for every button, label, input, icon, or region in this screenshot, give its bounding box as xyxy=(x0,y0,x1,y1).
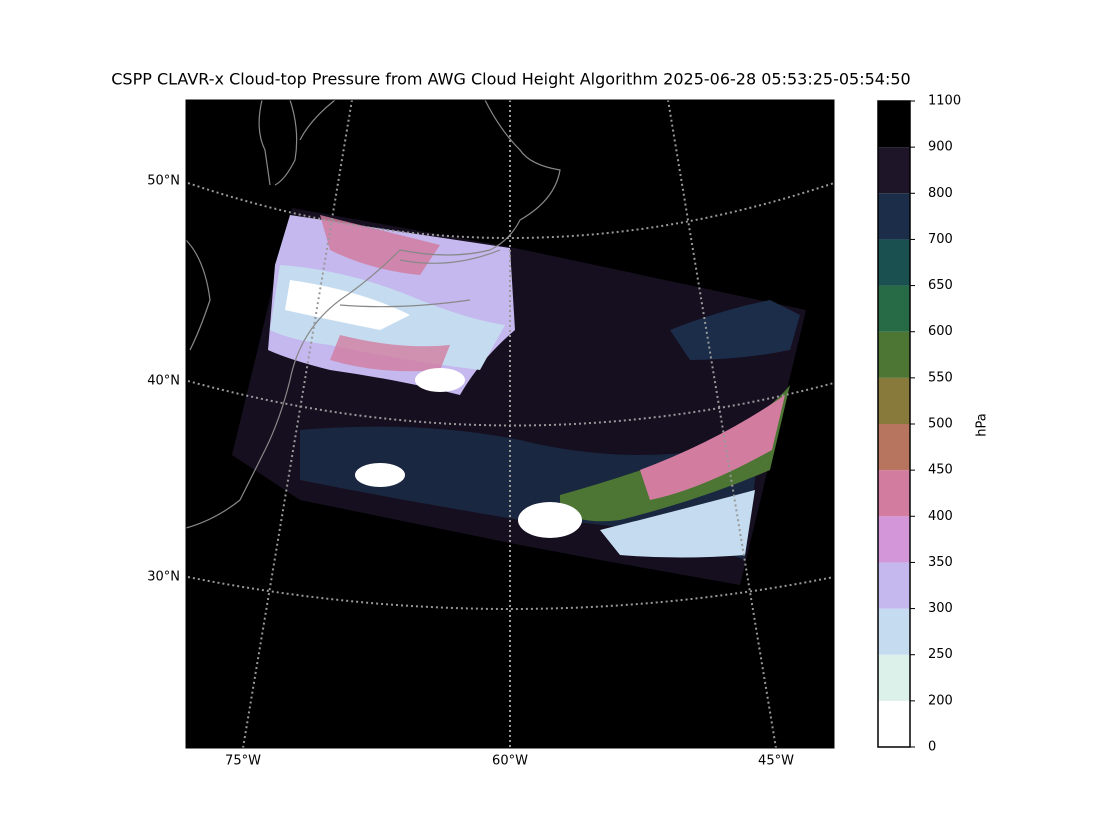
border xyxy=(339,249,501,308)
colorbar-label: hPa xyxy=(975,413,990,436)
cloud-region xyxy=(600,490,755,558)
colorbar-tick-label: 1100 xyxy=(928,94,961,109)
colorbar-segment xyxy=(878,424,910,471)
lon-label: 45°W xyxy=(758,754,794,769)
colorbar-tick-label: 900 xyxy=(928,140,953,155)
colorbar-tick-label: 450 xyxy=(928,463,953,478)
lon-label: 75°W xyxy=(225,754,261,769)
colorbar-segment xyxy=(878,562,910,609)
colorbar-segment xyxy=(878,516,910,563)
colorbar-segment xyxy=(878,147,910,194)
title: CSPP CLAVR-x Cloud-top Pressure from AWG… xyxy=(111,70,910,89)
cloud-region xyxy=(320,215,440,275)
cloud-region xyxy=(415,368,465,392)
colorbar-tick-label: 350 xyxy=(928,555,953,570)
cloud-region xyxy=(560,385,790,522)
colorbar-segment xyxy=(878,331,910,378)
lat-label: 30°N xyxy=(147,570,180,585)
colorbar-tick-label: 400 xyxy=(928,509,953,524)
coastline xyxy=(185,99,561,529)
cloud-region xyxy=(518,502,582,538)
colorbar-segment xyxy=(878,101,910,148)
lat-label: 40°N xyxy=(147,374,180,389)
colorbar-segment xyxy=(878,285,910,332)
cloud-region xyxy=(670,300,800,360)
colorbar-tick-label: 300 xyxy=(928,601,953,616)
colorbar-segment xyxy=(878,239,910,286)
colorbar-segment xyxy=(878,608,910,655)
colorbar-tick-label: 200 xyxy=(928,693,953,708)
colorbar-segment xyxy=(878,470,910,517)
colorbar-tick-label: 800 xyxy=(928,186,953,201)
colorbar-tick-label: 0 xyxy=(928,740,936,755)
lat-label: 50°N xyxy=(147,174,180,189)
colorbar-tick-label: 650 xyxy=(928,278,953,293)
map xyxy=(185,99,835,749)
cloud-region xyxy=(355,463,405,487)
colorbar-tick-label: 600 xyxy=(928,324,953,339)
colorbar-tick-label: 250 xyxy=(928,647,953,662)
colorbar-segment xyxy=(878,377,910,424)
colorbar-segment xyxy=(878,193,910,240)
colorbar: 0 200 250 300 350 400 450 500 550 600 650 700 800 900… xyxy=(877,94,961,755)
cloud-region xyxy=(330,335,450,372)
colorbar-segment xyxy=(878,700,910,747)
colorbar-tick-label: 550 xyxy=(928,370,953,385)
colorbar-segment xyxy=(878,654,910,701)
colorbar-tick-label: 500 xyxy=(928,417,953,432)
lon-label: 60°W xyxy=(492,754,528,769)
cloud-region xyxy=(640,395,785,500)
map-frame xyxy=(185,99,835,749)
colorbar-tick-label: 700 xyxy=(928,232,953,247)
